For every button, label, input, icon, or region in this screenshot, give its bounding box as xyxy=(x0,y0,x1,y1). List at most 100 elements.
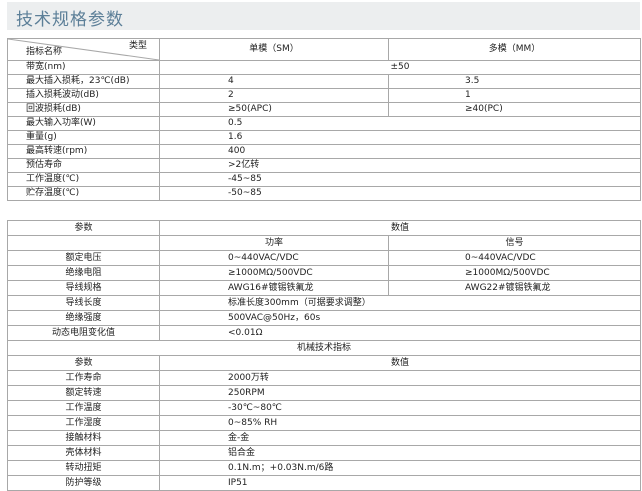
table-cell: 最大插入损耗，23℃(dB) xyxy=(7,74,160,89)
table-row: 动态电阻变化值 <0.01Ω xyxy=(7,325,642,341)
optical-spec-table: 指标名称 类型 单模（SM） 多模（MM） 带宽(nm) ±50 最大插入损耗，23℃(dB… xyxy=(7,38,641,201)
table-cell: 铝合金 xyxy=(158,445,642,461)
table-cell: 贮存温度(℃) xyxy=(7,186,160,201)
table-cell: 额定转速 xyxy=(7,385,160,401)
table-row: 回波损耗(dB) ≥50(APC) ≥40(PC) xyxy=(7,102,641,117)
table-cell: >2亿转 xyxy=(159,158,641,173)
table-row: 转动扭矩 0.1N.m；+0.03N.m/6路 xyxy=(7,460,642,476)
section-title-bar: 技术规格参数 xyxy=(7,2,640,30)
table-cell: 0~440VAC/VDC xyxy=(159,250,389,266)
table-cell: 标准长度300mm（可据要求调整） xyxy=(158,295,642,311)
table-cell: 工作湿度 xyxy=(7,415,160,431)
table-cell: 重量(g) xyxy=(7,130,160,145)
table-row: 最高转速(rpm) 400 xyxy=(7,144,641,159)
table-cell: 0.1N.m；+0.03N.m/6路 xyxy=(158,460,642,476)
table-row: 最大输入功率(W) 0.5 xyxy=(7,116,641,131)
diagonal-header-cell: 指标名称 类型 xyxy=(7,38,160,61)
table-row: 最大插入损耗，23℃(dB) 4 3.5 xyxy=(7,74,641,89)
table-cell: 信号 xyxy=(387,235,642,251)
header-row: 参数 数值 xyxy=(7,355,642,371)
table-cell: 3.5 xyxy=(388,74,641,89)
table-row: 防护等级 IP51 xyxy=(7,475,642,491)
table-cell: 数值 xyxy=(158,220,642,236)
table-cell: 接触材料 xyxy=(7,430,160,446)
table-cell: 导线规格 xyxy=(7,280,160,296)
table-cell: 金-金 xyxy=(158,430,642,446)
table-cell: 工作寿命 xyxy=(7,370,160,386)
table-cell: 防护等级 xyxy=(7,475,160,491)
table-cell: 最大输入功率(W) xyxy=(7,116,160,131)
table-row: 工作寿命 2000万转 xyxy=(7,370,642,386)
table-row: 导线长度 标准长度300mm（可据要求调整） xyxy=(7,295,642,311)
subheader-row: 功率 信号 xyxy=(7,235,642,251)
header-mm: 多模（MM） xyxy=(388,38,641,61)
electrical-mechanical-spec-table: 参数 数值 功率 信号 额定电压 0~440VAC/VDC 0~440VAC/VDC 绝缘电阻… xyxy=(6,220,642,491)
table-cell: AWG22#镀锡铁氟龙 xyxy=(387,280,642,296)
table-row: 绝缘强度 500VAC@50Hz，60s xyxy=(7,310,642,326)
table-cell: 0~440VAC/VDC xyxy=(387,250,642,266)
table-cell: 动态电阻变化值 xyxy=(7,325,160,341)
table-cell: 绝缘强度 xyxy=(7,310,160,326)
table-cell: ±50 xyxy=(159,60,641,75)
table-cell: <0.01Ω xyxy=(158,325,642,341)
table-row: 插入损耗波动(dB) 2 1 xyxy=(7,88,641,103)
table-row: 工作湿度 0~85% RH xyxy=(7,415,642,431)
table-cell: -30℃~80℃ xyxy=(158,400,642,416)
table-row: 预估寿命 >2亿转 xyxy=(7,158,641,173)
table-row: 贮存温度(℃) -50~85 xyxy=(7,186,641,201)
table-cell: 转动扭矩 xyxy=(7,460,160,476)
table-cell: 4 xyxy=(159,74,389,89)
table-cell: 参数 xyxy=(7,220,160,236)
table-row: 绝缘电阻 ≥1000MΩ/500VDC ≥1000MΩ/500VDC xyxy=(7,265,642,281)
table-cell: IP51 xyxy=(158,475,642,491)
table-cell: 1.6 xyxy=(159,130,641,145)
table-cell: 数值 xyxy=(158,355,642,371)
table-cell: 250RPM xyxy=(158,385,642,401)
table-row: 额定电压 0~440VAC/VDC 0~440VAC/VDC xyxy=(7,250,642,266)
diagonal-divider xyxy=(8,39,159,60)
table-row: 额定转速 250RPM xyxy=(7,385,642,401)
table-cell: 2000万转 xyxy=(158,370,642,386)
table-cell: 绝缘电阻 xyxy=(7,265,160,281)
table-row: 导线规格 AWG16#镀锡铁氟龙 AWG22#镀锡铁氟龙 xyxy=(7,280,642,296)
table-cell: -50~85 xyxy=(159,186,641,201)
table-cell: 功率 xyxy=(159,235,389,251)
table-cell: 工作温度(℃) xyxy=(7,172,160,187)
table-cell: ≥50(APC) xyxy=(159,102,389,117)
table-cell: 参数 xyxy=(7,355,160,371)
table-cell: ≥1000MΩ/500VDC xyxy=(387,265,642,281)
table-cell: 0~85% RH xyxy=(158,415,642,431)
table-row: 接触材料 金-金 xyxy=(7,430,642,446)
table-cell: -45~85 xyxy=(159,172,641,187)
table-cell: 壳体材料 xyxy=(7,445,160,461)
table-cell: 额定电压 xyxy=(7,250,160,266)
header-sm: 单模（SM） xyxy=(159,38,389,61)
table-cell: 最高转速(rpm) xyxy=(7,144,160,159)
table-cell: ≥40(PC) xyxy=(388,102,641,117)
table-cell: 1 xyxy=(388,88,641,103)
table-cell: 2 xyxy=(159,88,389,103)
table-cell: 500VAC@50Hz，60s xyxy=(158,310,642,326)
header-row: 参数 数值 xyxy=(7,220,642,236)
table-cell: 带宽(nm) xyxy=(7,60,160,75)
section-row: 机械技术指标 xyxy=(6,340,642,356)
table-cell: AWG16#镀锡铁氟龙 xyxy=(159,280,389,296)
section-heading: 机械技术指标 xyxy=(6,340,642,356)
table-cell: 插入损耗波动(dB) xyxy=(7,88,160,103)
page-title: 技术规格参数 xyxy=(16,10,124,30)
table-row: 工作温度(℃) -45~85 xyxy=(7,172,641,187)
table-cell: 400 xyxy=(159,144,641,159)
table-cell: 预估寿命 xyxy=(7,158,160,173)
table-cell: 0.5 xyxy=(159,116,641,131)
table-cell: 工作温度 xyxy=(7,400,160,416)
header-row: 指标名称 类型 单模（SM） 多模（MM） xyxy=(7,38,641,61)
table-row: 带宽(nm) ±50 xyxy=(7,60,641,75)
row-label: 指标名称 xyxy=(26,47,63,57)
table-cell: 导线长度 xyxy=(7,295,160,311)
column-label: 类型 xyxy=(128,41,147,51)
table-row: 壳体材料 铝合金 xyxy=(7,445,642,461)
table-row: 工作温度 -30℃~80℃ xyxy=(7,400,642,416)
table-cell: 回波损耗(dB) xyxy=(7,102,160,117)
table-cell xyxy=(7,235,160,251)
table-row: 重量(g) 1.6 xyxy=(7,130,641,145)
